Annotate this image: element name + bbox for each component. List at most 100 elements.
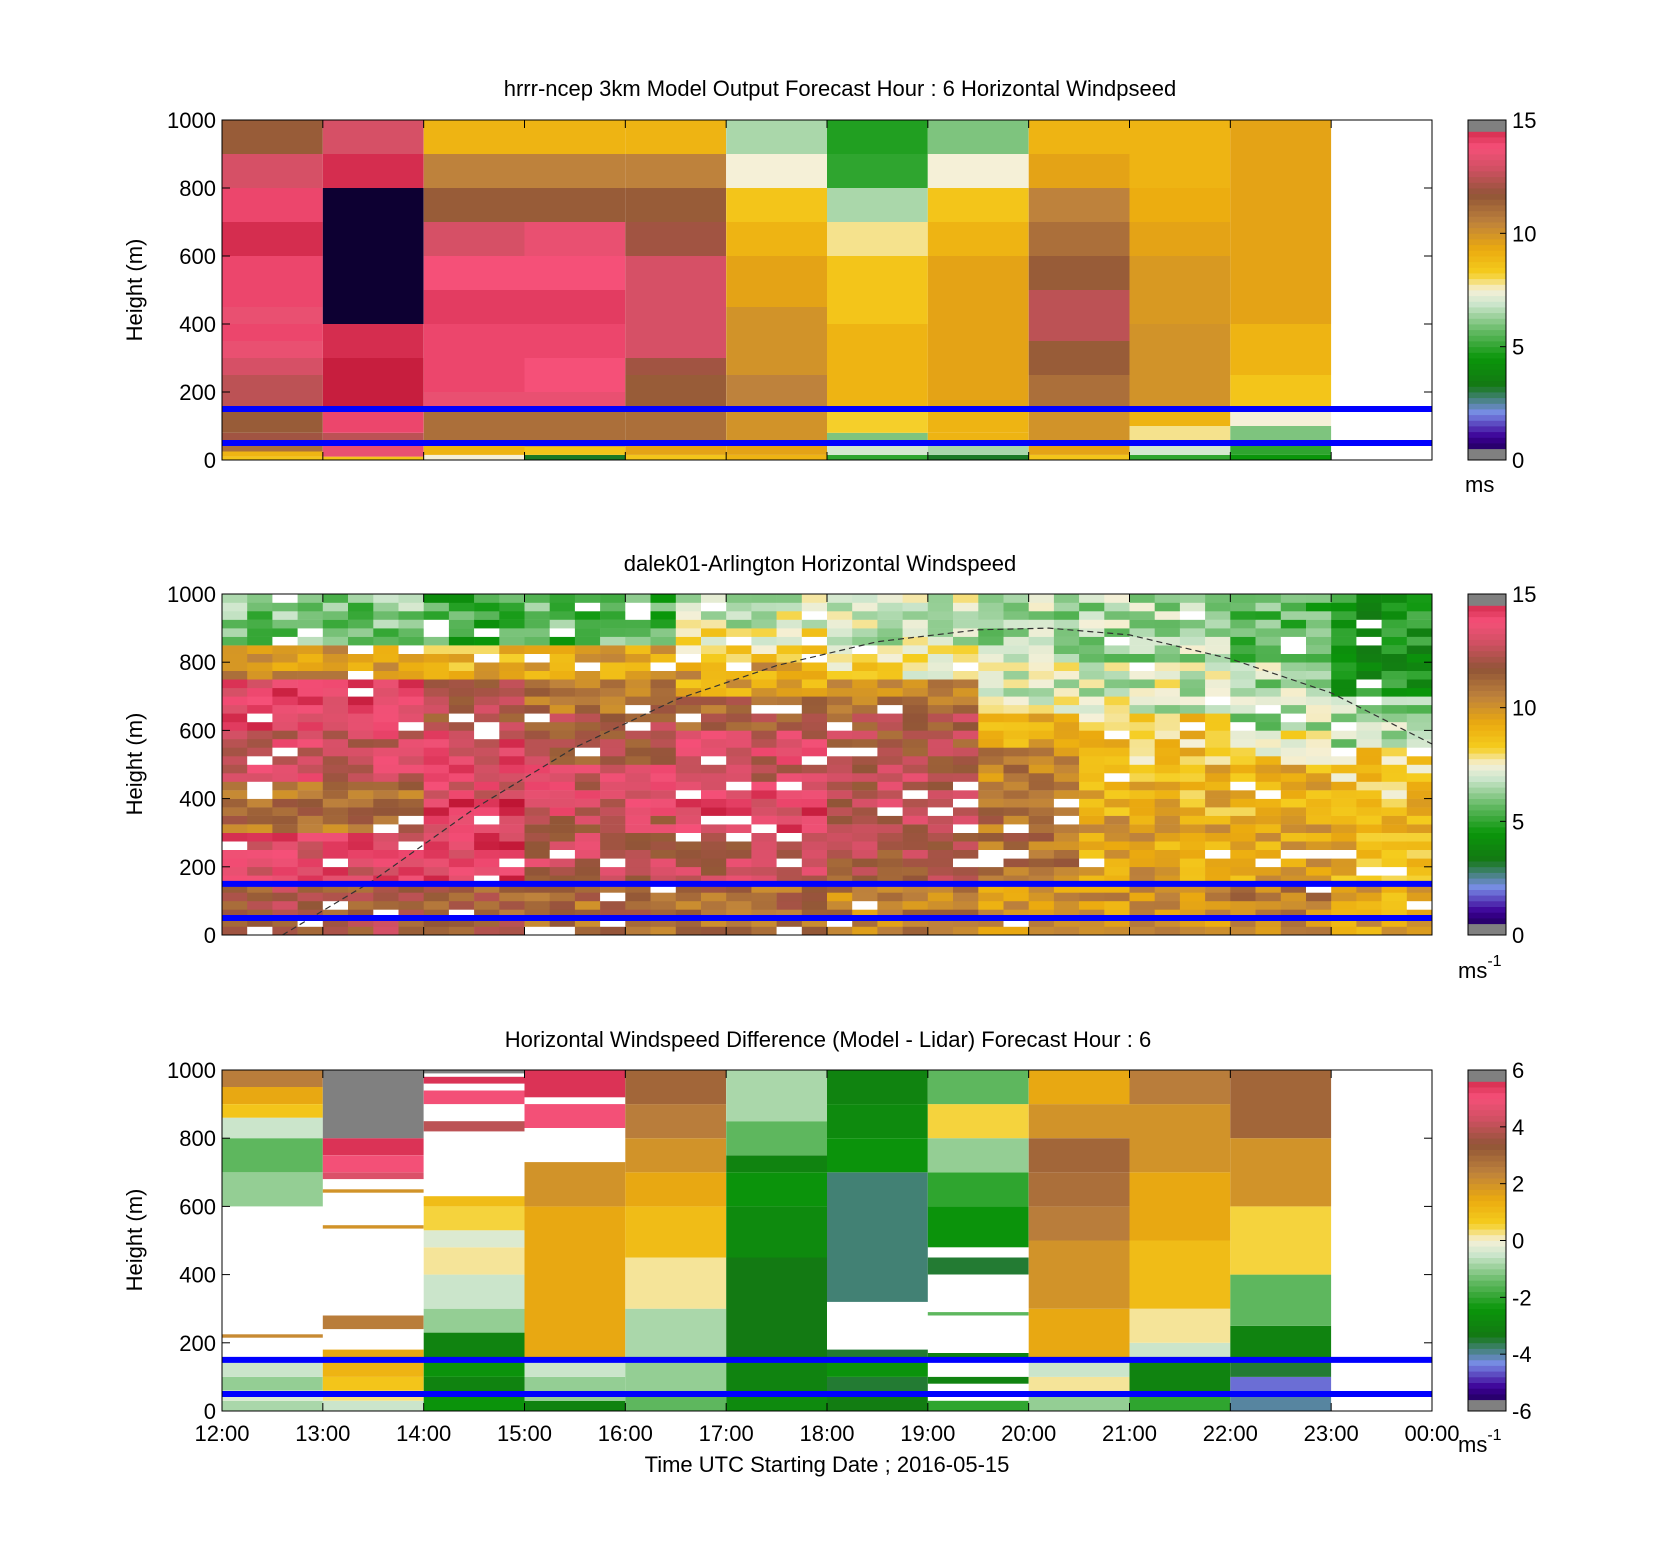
- heatmap-cell: [1356, 594, 1382, 603]
- heatmap-cell: [600, 756, 626, 765]
- heatmap-cell: [1104, 653, 1130, 663]
- heatmap-cell: [1205, 764, 1231, 774]
- heatmap-cell: [625, 454, 727, 460]
- heatmap-cell: [222, 120, 323, 154]
- heatmap-cell: [247, 619, 273, 629]
- heatmap-cell: [625, 1394, 727, 1411]
- heatmap-cell: [726, 866, 752, 876]
- heatmap-cell: [751, 653, 777, 663]
- heatmap-cell: [222, 324, 323, 341]
- heatmap-cell: [650, 619, 676, 629]
- colorbar-tick-label: 15: [1512, 108, 1536, 133]
- heatmap-cell: [1381, 781, 1408, 791]
- colorbar-swatch: [1468, 741, 1506, 748]
- colorbar-swatch: [1468, 1354, 1506, 1361]
- heatmap-cell: [776, 773, 803, 782]
- y-tick-label: 600: [179, 1194, 216, 1219]
- heatmap-cell: [953, 773, 979, 782]
- heatmap-cell: [1003, 815, 1029, 825]
- heatmap-cell: [423, 1121, 525, 1132]
- heatmap-cell: [272, 721, 298, 731]
- heatmap-cell: [297, 815, 324, 825]
- colorbar-swatch: [1468, 1382, 1506, 1389]
- heatmap-cell: [927, 653, 954, 663]
- heatmap-cell: [650, 721, 676, 731]
- heatmap-cell: [297, 670, 324, 680]
- colorbar-swatch: [1468, 861, 1506, 868]
- heatmap-cell: [423, 1247, 525, 1275]
- heatmap-cell: [1280, 645, 1307, 654]
- heatmap-cell: [247, 807, 273, 816]
- heatmap-cell: [1230, 120, 1332, 188]
- heatmap-cell: [1306, 721, 1332, 731]
- heatmap-cell: [953, 841, 979, 850]
- heatmap-cell: [1079, 756, 1105, 765]
- heatmap-cell: [423, 909, 450, 919]
- heatmap-cell: [1331, 798, 1357, 808]
- heatmap-cell: [726, 1155, 827, 1173]
- heatmap-cell: [499, 628, 525, 637]
- heatmap-cell: [448, 662, 475, 671]
- heatmap-cell: [625, 798, 651, 808]
- heatmap-cell: [1179, 866, 1206, 876]
- colorbar-swatch: [1468, 437, 1506, 444]
- heatmap-cell: [1104, 824, 1130, 833]
- heatmap-cell: [1230, 670, 1256, 680]
- heatmap-cell: [499, 764, 525, 774]
- colorbar-tick-label: 0: [1512, 923, 1524, 948]
- heatmap-cell: [1205, 594, 1231, 603]
- heatmap-cell: [1331, 892, 1357, 902]
- heatmap-cell: [650, 738, 676, 748]
- heatmap-cell: [1179, 645, 1206, 654]
- colorbar-swatch: [1468, 261, 1506, 268]
- heatmap-cell: [423, 256, 525, 290]
- heatmap-cell: [222, 909, 248, 919]
- heatmap-cell: [1079, 858, 1105, 868]
- heatmap-cell: [499, 704, 525, 714]
- heatmap-cell: [953, 662, 979, 671]
- heatmap-cell: [927, 1376, 1029, 1384]
- heatmap-cell: [776, 756, 803, 765]
- heatmap-cell: [751, 815, 777, 825]
- heatmap-cell: [1255, 841, 1281, 850]
- heatmap-cell: [827, 443, 928, 455]
- heatmap-cell: [1079, 832, 1105, 842]
- heatmap-cell: [1079, 619, 1105, 629]
- heatmap-cell: [222, 696, 248, 706]
- heatmap-cell: [902, 773, 929, 782]
- heatmap-cell: [222, 409, 323, 433]
- colorbar-swatch: [1468, 1291, 1506, 1298]
- heatmap-cell: [222, 375, 323, 409]
- heatmap-cell: [701, 747, 727, 757]
- heatmap-cell: [423, 1376, 525, 1394]
- heatmap-cell: [1129, 764, 1155, 774]
- heatmap-cell: [1003, 721, 1029, 731]
- heatmap-cell: [448, 611, 475, 620]
- heatmap-cell: [499, 841, 525, 850]
- heatmap-cell: [474, 594, 500, 603]
- heatmap-cell: [1381, 704, 1408, 714]
- heatmap-cell: [398, 858, 424, 868]
- heatmap-cell: [1406, 824, 1433, 833]
- colorbar-swatch: [1468, 866, 1506, 873]
- heatmap-cell: [322, 324, 424, 358]
- heatmap-cell: [650, 875, 676, 885]
- colorbar-swatch: [1468, 369, 1506, 376]
- heatmap-cell: [1331, 866, 1357, 876]
- heatmap-cell: [1205, 807, 1231, 816]
- heatmap-cell: [1306, 841, 1332, 850]
- heatmap-cell: [1280, 713, 1307, 723]
- colorbar-swatch: [1468, 1126, 1506, 1133]
- heatmap-cell: [524, 704, 550, 714]
- heatmap-cell: [1356, 841, 1382, 850]
- heatmap-cell: [1179, 730, 1206, 740]
- heatmap-cell: [927, 790, 954, 799]
- heatmap-cell: [448, 764, 475, 774]
- heatmap-cell: [222, 670, 248, 680]
- heatmap-cell: [625, 1104, 727, 1139]
- colorbar-swatch: [1468, 1240, 1506, 1247]
- heatmap-cell: [1154, 815, 1181, 825]
- heatmap-cell: [877, 883, 903, 893]
- heatmap-cell: [222, 790, 248, 799]
- heatmap-cell: [1028, 1104, 1130, 1139]
